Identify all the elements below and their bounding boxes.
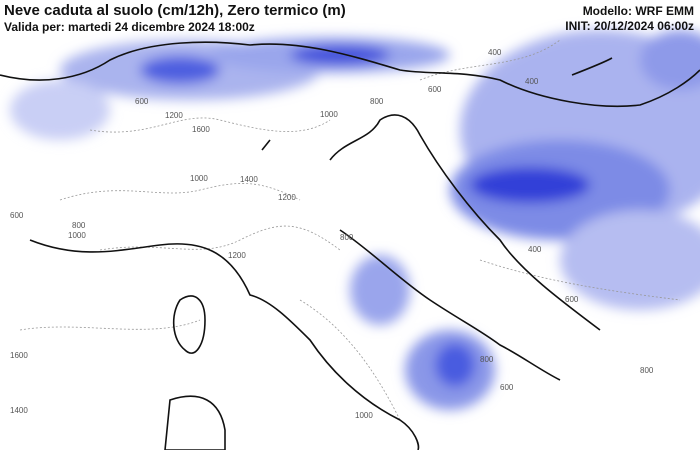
contour-label: 600 xyxy=(135,97,149,106)
contour-label: 800 xyxy=(640,366,654,375)
contour-label: 800 xyxy=(370,97,384,106)
contour-label: 600 xyxy=(428,85,442,94)
model: Modello: WRF EMM xyxy=(582,4,694,18)
contour-label: 800 xyxy=(480,355,494,364)
contour-label: 800 xyxy=(72,221,86,230)
contour-label: 600 xyxy=(565,295,579,304)
contour-label: 600 xyxy=(10,211,24,220)
contour-label: 1000 xyxy=(68,231,86,240)
contour-label: 1400 xyxy=(240,175,258,184)
title: Neve caduta al suolo (cm/12h), Zero term… xyxy=(4,2,346,19)
contour-label: 1000 xyxy=(355,411,373,420)
contour-label: 400 xyxy=(525,77,539,86)
contour-label: 1200 xyxy=(278,193,296,202)
snow-field xyxy=(10,30,700,410)
contour-label: 1200 xyxy=(165,111,183,120)
isolines xyxy=(19,39,681,421)
contour-label: 1000 xyxy=(320,110,338,119)
contour-label: 800 xyxy=(340,233,354,242)
contour-label: 1600 xyxy=(192,125,210,134)
valid-time: Valida per: martedi 24 dicembre 2024 18:… xyxy=(4,20,255,34)
init-time: INIT: 20/12/2024 06:00z xyxy=(565,19,694,33)
contour-label: 1600 xyxy=(10,351,28,360)
contour-label: 400 xyxy=(488,48,502,57)
contour-label: 1000 xyxy=(190,174,208,183)
contour-label: 1200 xyxy=(228,251,246,260)
contour-label: 400 xyxy=(528,245,542,254)
coastlines xyxy=(0,41,700,450)
contour-label: 600 xyxy=(500,383,514,392)
contour-label: 1400 xyxy=(10,406,28,415)
